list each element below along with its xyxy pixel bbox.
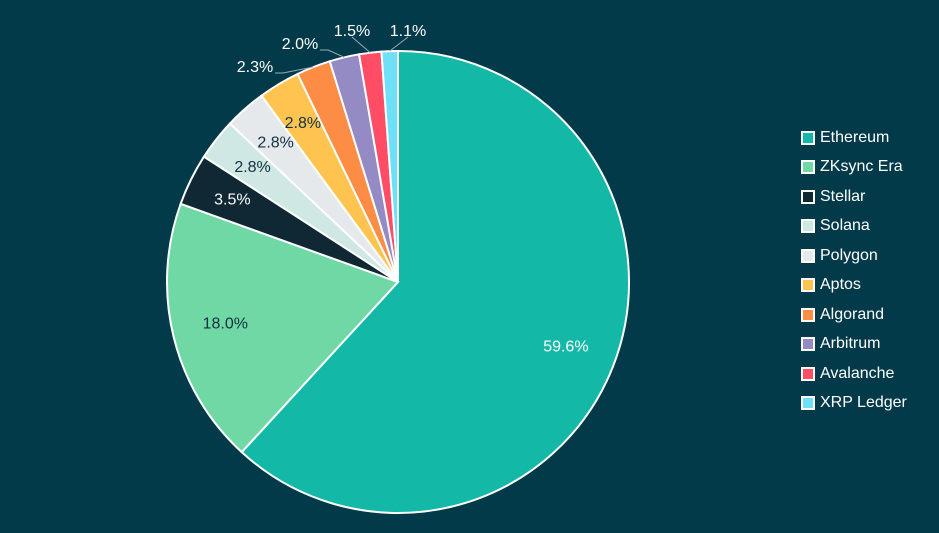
legend-label: Ethereum xyxy=(820,128,890,146)
legend-item[interactable]: Avalanche xyxy=(801,359,907,389)
data-label: 2.8% xyxy=(285,115,321,132)
pie-slice-xrp-ledger[interactable] xyxy=(380,49,399,283)
legend-swatch xyxy=(801,396,815,411)
data-label: 3.5% xyxy=(214,191,250,208)
legend-swatch xyxy=(801,189,815,204)
legend-item[interactable]: ZKsync Era xyxy=(801,153,907,183)
legend-label: Aptos xyxy=(820,276,861,294)
data-label: 2.8% xyxy=(257,135,293,152)
legend-label: Stellar xyxy=(820,187,866,205)
data-label: 2.3% xyxy=(237,59,273,76)
pie-slice-ethereum[interactable] xyxy=(240,49,630,514)
legend-item[interactable]: Polygon xyxy=(801,241,907,271)
legend-swatch xyxy=(801,130,815,145)
legend-swatch xyxy=(801,366,815,381)
legend-item[interactable]: XRP Ledger xyxy=(801,389,907,419)
legend-label: Avalanche xyxy=(820,364,895,382)
legend-item[interactable]: Arbitrum xyxy=(801,330,907,360)
data-label: 18.0% xyxy=(203,316,248,333)
leader-line xyxy=(275,66,314,74)
legend-label: Polygon xyxy=(820,246,878,264)
data-label: 2.8% xyxy=(234,159,270,176)
legend-swatch xyxy=(801,307,815,322)
legend-label: Arbitrum xyxy=(820,335,881,353)
legend-swatch xyxy=(801,278,815,293)
legend-swatch xyxy=(801,219,815,234)
legend-item[interactable]: Algorand xyxy=(801,300,907,330)
data-label: 1.5% xyxy=(334,23,370,40)
legend-label: ZKsync Era xyxy=(820,158,903,176)
leader-line xyxy=(351,36,371,54)
legend-label: Algorand xyxy=(820,305,885,323)
legend-label: Solana xyxy=(820,217,870,235)
legend-swatch xyxy=(801,337,815,352)
legend-label: XRP Ledger xyxy=(820,394,907,412)
legend-swatch xyxy=(801,160,815,175)
legend: Ethereum ZKsync Era Stellar Solana Polygon Ap… xyxy=(801,123,907,418)
legend-item[interactable]: Aptos xyxy=(801,271,907,301)
pie-slice-zksync-era[interactable] xyxy=(166,202,400,454)
legend-swatch xyxy=(801,248,815,263)
leader-line xyxy=(389,36,409,52)
data-label: 1.1% xyxy=(390,23,426,40)
data-label: 2.0% xyxy=(282,36,318,53)
legend-item[interactable]: Stellar xyxy=(801,182,907,212)
leader-line xyxy=(320,49,345,58)
data-label: 59.6% xyxy=(543,339,588,356)
legend-item[interactable]: Ethereum xyxy=(801,123,907,153)
legend-item[interactable]: Solana xyxy=(801,212,907,242)
